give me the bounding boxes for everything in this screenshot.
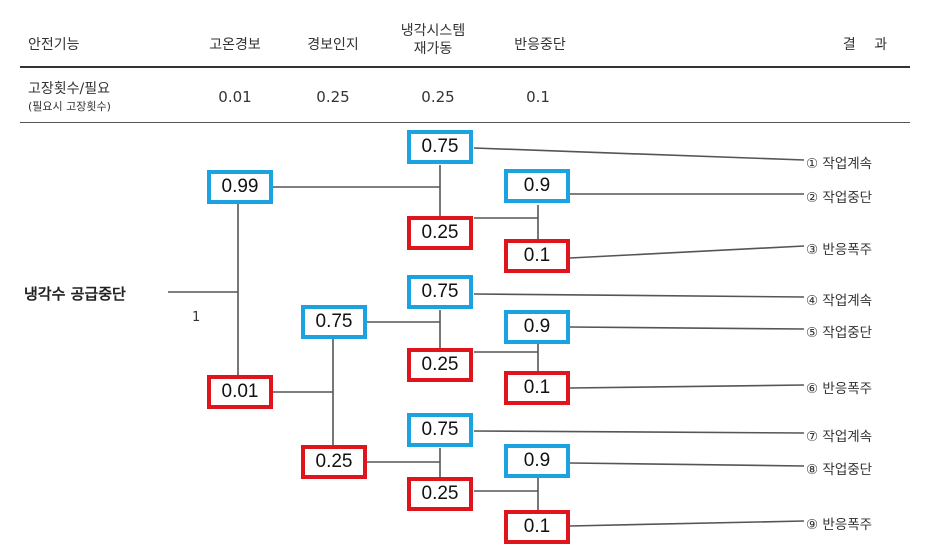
outcome-6: ⑥ 반응폭주 — [806, 381, 873, 397]
header-cooling-restart-line1: 냉각시스템 — [400, 23, 466, 39]
outcome-3: ③ 반응폭주 — [806, 242, 873, 258]
failure-row-sublabel: (필요시 고장횟수) — [28, 100, 111, 113]
probability-box-0.75-d: 0.75 — [407, 413, 473, 447]
header-cooling-restart: 냉각시스템 재가동 — [388, 22, 478, 58]
probability-box-0.25-c: 0.25 — [407, 348, 473, 382]
outcome-9: ⑨ 반응폭주 — [806, 517, 873, 533]
failure-value-reaction-stop: 0.1 — [526, 88, 550, 106]
probability-box-0.9-a: 0.9 — [504, 169, 570, 203]
table-rule — [20, 122, 910, 123]
probability-box-0.01: 0.01 — [207, 375, 273, 409]
probability-box-0.25-a: 0.25 — [407, 216, 473, 250]
probability-box-0.9-b: 0.9 — [504, 310, 570, 344]
header-alarm-recognition: 경보인지 — [307, 37, 359, 53]
initiating-event-frequency: 1 — [192, 310, 201, 325]
outcome-5: ⑤ 작업중단 — [806, 325, 873, 341]
header-cooling-restart-line2: 재가동 — [413, 41, 453, 57]
probability-box-0.75-b: 0.75 — [301, 305, 367, 339]
outcome-4: ④ 작업계속 — [806, 293, 873, 309]
probability-box-0.75-a: 0.75 — [407, 130, 473, 164]
header-rule — [20, 66, 910, 68]
probability-box-0.25-b: 0.25 — [301, 445, 367, 479]
failure-row-label: 고장횟수/필요 — [28, 81, 110, 97]
failure-value-high-temp-alarm: 0.01 — [218, 88, 252, 106]
outcome-1: ① 작업계속 — [806, 156, 873, 172]
failure-value-alarm-recognition: 0.25 — [316, 88, 350, 106]
header-high-temp-alarm: 고온경보 — [209, 37, 261, 53]
header-safety-function: 안전기능 — [28, 37, 80, 53]
probability-box-0.9-c: 0.9 — [504, 444, 570, 478]
probability-box-0.99: 0.99 — [207, 170, 273, 204]
probability-box-0.75-c: 0.75 — [407, 275, 473, 309]
header-reaction-stop: 반응중단 — [514, 37, 566, 53]
probability-box-0.1-b: 0.1 — [504, 371, 570, 405]
outcome-2: ② 작업중단 — [806, 190, 873, 206]
probability-box-0.1-a: 0.1 — [504, 239, 570, 273]
probability-box-0.25-d: 0.25 — [407, 477, 473, 511]
outcome-8: ⑧ 작업중단 — [806, 462, 873, 478]
failure-value-cooling-restart: 0.25 — [421, 88, 455, 106]
initiating-event-label: 냉각수 공급중단 — [24, 285, 126, 303]
probability-box-0.1-c: 0.1 — [504, 510, 570, 544]
header-result: 결 과 — [842, 37, 888, 53]
outcome-7: ⑦ 작업계속 — [806, 429, 873, 445]
